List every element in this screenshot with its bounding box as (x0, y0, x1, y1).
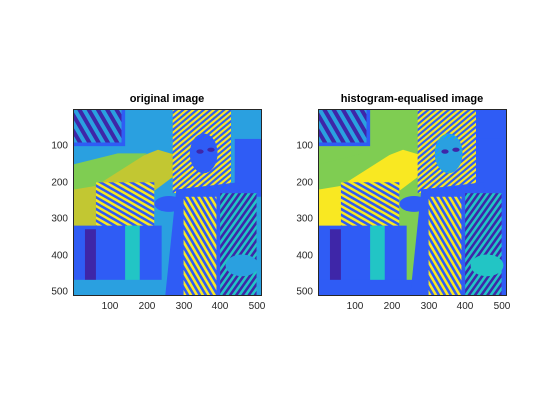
panel-2-xtick-100: 100 (346, 301, 364, 312)
panel-2-ytick-500: 500 (296, 286, 313, 298)
panel-1-xtick-500: 500 (248, 301, 266, 312)
panel-1-ytick-500: 500 (51, 286, 68, 298)
panel-1-xtick-200: 200 (138, 301, 156, 312)
panel-2-ytick-400: 400 (296, 250, 313, 262)
panel-1-ytick-100: 100 (51, 140, 68, 152)
panel-1-title: original image (129, 93, 205, 105)
panel-2-image (319, 110, 506, 295)
panel-2-ytick-300: 300 (296, 213, 313, 225)
panel-1-xtick-300: 300 (175, 301, 193, 312)
panel-1-ytick-400: 400 (51, 250, 68, 262)
panel-2-xtick-400: 400 (456, 301, 474, 312)
panel-2-xtick-500: 500 (493, 301, 511, 312)
panel-1-xtick-100: 100 (101, 301, 119, 312)
panel-1-ytick-200: 200 (51, 177, 68, 189)
panel-1-ytick-300: 300 (51, 213, 68, 225)
panel-2-xtick-200: 200 (383, 301, 401, 312)
panel-2-ytick-200: 200 (296, 177, 313, 189)
panel-2-title: histogram-equalised image (340, 93, 484, 105)
panel-1-xtick-400: 400 (211, 301, 229, 312)
panel-1-image (74, 110, 261, 295)
panel-2-image-axes (318, 109, 507, 296)
panel-1-image-axes (73, 109, 262, 296)
panel-2-ytick-100: 100 (296, 140, 313, 152)
panel-2-xtick-300: 300 (420, 301, 438, 312)
